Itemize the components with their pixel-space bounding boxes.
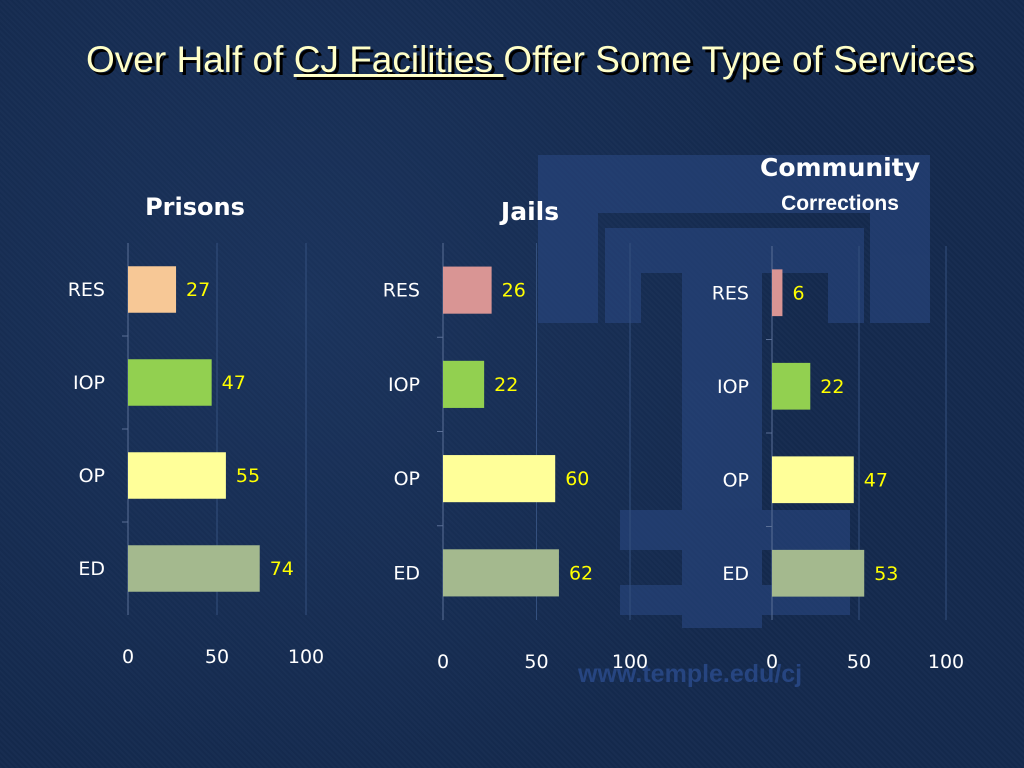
prisons-bar-op: [128, 452, 226, 499]
jails-data-label: 26: [502, 280, 526, 302]
community-x-tick-label: 50: [847, 651, 871, 673]
jails-category-label: RES: [383, 280, 420, 302]
jails-data-label: 60: [565, 468, 589, 490]
title-underlined-term: CJ Facilities: [293, 39, 504, 80]
jails-bar-ed: [443, 549, 559, 597]
jails-data-label: 62: [569, 562, 593, 584]
watermark-url: www.temple.edu/cj: [578, 660, 803, 688]
community-data-label: 6: [792, 282, 804, 304]
jails-x-tick-label: 100: [612, 651, 648, 673]
community-category-label: ED: [722, 563, 749, 585]
prisons-category-label: IOP: [73, 372, 105, 394]
prisons-category-label: OP: [79, 465, 105, 487]
jails-category-label: IOP: [388, 374, 420, 396]
community-data-label: 53: [874, 563, 898, 585]
prisons-data-label: 74: [270, 558, 294, 580]
prisons-x-tick-label: 0: [122, 646, 134, 668]
chart-title-community-line2: Corrections: [781, 192, 899, 215]
community-data-label: 22: [820, 376, 844, 398]
prisons-x-tick-label: 50: [205, 646, 229, 668]
prisons-bar-iop: [128, 359, 212, 406]
community-category-label: RES: [712, 282, 749, 304]
jails-category-label: ED: [393, 562, 420, 584]
chart-title-community-line1: Community: [759, 153, 921, 182]
prisons-x-tick-label: 100: [288, 646, 324, 668]
prisons-category-label: ED: [78, 558, 105, 580]
jails-bar-res: [443, 266, 492, 314]
jails-bar-iop: [443, 360, 485, 408]
prisons-bar-ed: [128, 545, 260, 592]
community-x-tick-label: 0: [766, 651, 778, 673]
jails-bar-op: [443, 455, 556, 503]
slide-title: Over Half of CJ Facilities Offer Some Ty…: [86, 36, 986, 84]
chart-title-prisons: Prisons: [145, 193, 245, 221]
jails-data-label: 22: [494, 374, 518, 396]
title-part-1: Over Half of: [86, 39, 294, 80]
community-category-label: IOP: [717, 376, 749, 398]
chart-title-jails: Jails: [500, 197, 560, 226]
community-data-label: 47: [864, 469, 888, 491]
jails-x-tick-label: 50: [524, 651, 548, 673]
community-bar-op: [772, 456, 854, 504]
community-bar-iop: [772, 362, 811, 410]
prisons-data-label: 27: [186, 279, 210, 301]
jails-x-tick-label: 0: [437, 651, 449, 673]
community-bar-res: [772, 269, 783, 317]
prisons-bar-res: [128, 266, 177, 313]
prisons-data-label: 47: [222, 372, 246, 394]
prisons-category-label: RES: [68, 279, 105, 301]
prisons-data-label: 55: [236, 465, 260, 487]
community-x-tick-label: 100: [928, 651, 964, 673]
community-category-label: OP: [723, 469, 749, 491]
jails-category-label: OP: [394, 468, 420, 490]
title-part-2: Offer Some Type of Services: [503, 39, 976, 80]
community-bar-ed: [772, 549, 865, 597]
